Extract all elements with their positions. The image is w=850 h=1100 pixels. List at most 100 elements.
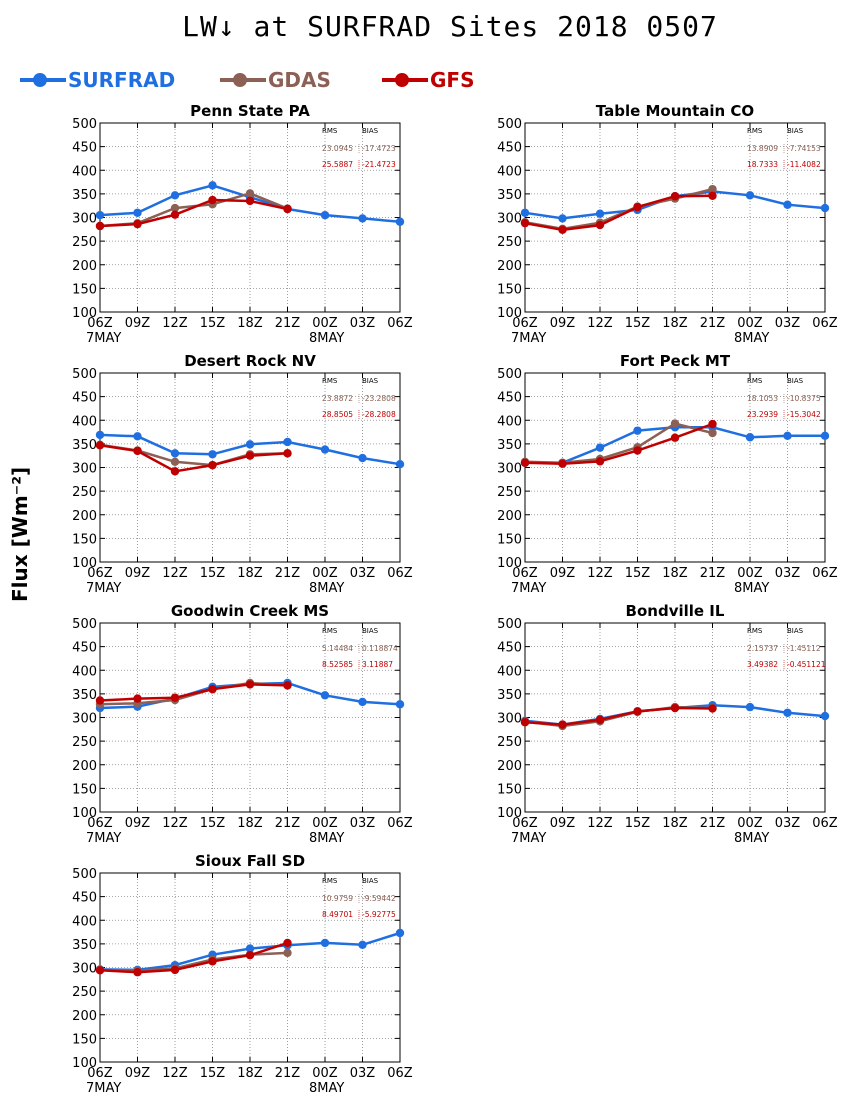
stats-rms-gdas: 10.9759 (322, 894, 353, 903)
y-tick-label: 450 (497, 641, 522, 656)
x-tick-label: 03Z (350, 816, 376, 831)
x-tick-label: 18Z (237, 566, 263, 581)
series-gfs-goodwin-creek-ms (95, 680, 292, 705)
panel-goodwin-creek-ms: Goodwin Creek MS 100 150 200 250 300 350 400 450… (72, 602, 413, 846)
data-point-gdas (708, 428, 717, 438)
y-tick-label: 150 (72, 532, 97, 547)
data-point-gfs (558, 459, 567, 468)
data-point-gfs (133, 219, 142, 229)
y-tick-label: 500 (497, 367, 522, 382)
y-tick-label: 300 (72, 712, 97, 727)
data-point-gfs (708, 419, 717, 429)
x-tick-label: 21Z (275, 816, 301, 831)
data-point-surfrad (395, 459, 405, 469)
stats-bias-gdas: -10.8375 (787, 394, 821, 403)
stats-bias-gdas: -23.2808 (362, 394, 396, 403)
data-point-gfs (558, 720, 567, 729)
data-point-gdas (708, 184, 717, 194)
y-tick-label: 450 (497, 391, 522, 406)
y-tick-label: 200 (72, 259, 97, 274)
stats-header-bias: BIAS (362, 877, 379, 885)
data-point-gdas (170, 203, 180, 213)
x-tick-label: 09Z (125, 566, 151, 581)
legend-dot-gdas (233, 73, 247, 87)
panel-title-bondville-il: Bondville IL (626, 602, 725, 620)
y-tick-label: 500 (72, 867, 97, 882)
y-tick-label: 300 (497, 712, 522, 727)
legend-marker-surfrad (20, 73, 66, 87)
x-tick-label: 18Z (662, 316, 688, 331)
stats-rms-gfs: 8.52585 (322, 660, 353, 669)
y-tick-label: 350 (497, 188, 522, 203)
x-date-label: 8MAY (309, 581, 344, 596)
grid-bondville-il (525, 623, 825, 812)
legend-marker-gfs (382, 73, 428, 87)
data-point-gfs (208, 684, 217, 694)
stats-header-bias: BIAS (362, 377, 379, 385)
panel-title-table-mountain-co: Table Mountain CO (596, 102, 754, 120)
x-tick-label: 00Z (312, 316, 338, 331)
data-point-gdas (245, 189, 255, 198)
data-point-surfrad (395, 928, 405, 938)
stats-bias-gdas: 0.118874 (362, 644, 398, 653)
stats-bias-gdas: -9.59442 (362, 894, 396, 903)
panel-bondville-il: Bondville IL 100 150 200 250 300 350 400 450 500 0… (497, 602, 838, 846)
series-gdas-table-mountain-co (520, 184, 717, 234)
stats-bias-gdas: -7.74153 (787, 144, 821, 153)
x-tick-label: 00Z (737, 566, 763, 581)
x-tick-label: 00Z (737, 316, 763, 331)
data-point-gfs (633, 446, 642, 455)
stats-header-rms: RMS (322, 877, 338, 885)
x-tick-label: 18Z (237, 316, 263, 331)
data-point-surfrad (133, 208, 142, 217)
y-tick-label: 250 (72, 985, 97, 1000)
x-tick-label: 06Z (387, 816, 413, 831)
panel-title-sioux-fall-sd: Sioux Fall SD (195, 852, 305, 870)
y-tick-label: 400 (72, 414, 97, 429)
x-tick-label: 12Z (587, 316, 613, 331)
y-tick-label: 200 (72, 509, 97, 524)
data-point-gfs (245, 951, 255, 960)
data-point-surfrad (820, 431, 830, 441)
series-line-gfs (524, 194, 713, 232)
data-point-surfrad (358, 940, 367, 950)
data-point-gfs (670, 433, 680, 442)
legend-marker-gdas (220, 73, 266, 87)
panel-title-desert-rock-nv: Desert Rock NV (184, 352, 316, 370)
data-point-gfs (170, 467, 180, 476)
x-date-label: 8MAY (309, 331, 344, 346)
data-point-surfrad (320, 210, 330, 220)
data-point-surfrad (208, 450, 217, 459)
x-date-label: 7MAY (511, 331, 546, 346)
data-point-gfs (95, 696, 105, 705)
x-tick-label: 06Z (87, 1066, 113, 1081)
y-tick-label: 500 (72, 367, 97, 382)
x-tick-label: 09Z (550, 316, 576, 331)
data-point-gfs (633, 707, 642, 716)
stats-rms-gdas: 2.15737 (747, 644, 778, 653)
x-date-label: 8MAY (309, 1081, 344, 1096)
x-tick-label: 06Z (812, 566, 838, 581)
x-tick-label: 03Z (775, 816, 801, 831)
data-point-gfs (95, 966, 105, 975)
stats-rms-gdas: 18.1053 (747, 394, 778, 403)
stats-rms-gfs: 18.7333 (747, 160, 778, 169)
stats-rms-gfs: 25.5887 (322, 160, 353, 169)
stats-rms-gfs: 8.49701 (322, 910, 353, 919)
y-tick-label: 350 (72, 438, 97, 453)
stats-header-bias: BIAS (787, 627, 804, 635)
data-point-surfrad (208, 181, 217, 190)
x-tick-label: 12Z (162, 316, 188, 331)
x-tick-label: 21Z (700, 816, 726, 831)
stats-rms-gfs: 23.2939 (747, 410, 778, 419)
legend-dot-gfs (395, 73, 409, 87)
x-date-label: 8MAY (734, 831, 769, 846)
legend-label-gfs: GFS (430, 68, 475, 92)
y-tick-label: 250 (72, 235, 97, 250)
y-tick-label: 450 (72, 891, 97, 906)
x-date-label: 8MAY (734, 331, 769, 346)
stats-header-bias: BIAS (787, 127, 804, 135)
series-line-gdas (99, 192, 288, 228)
stats-rms-gdas: 13.8909 (747, 144, 778, 153)
data-point-gfs (133, 694, 142, 703)
